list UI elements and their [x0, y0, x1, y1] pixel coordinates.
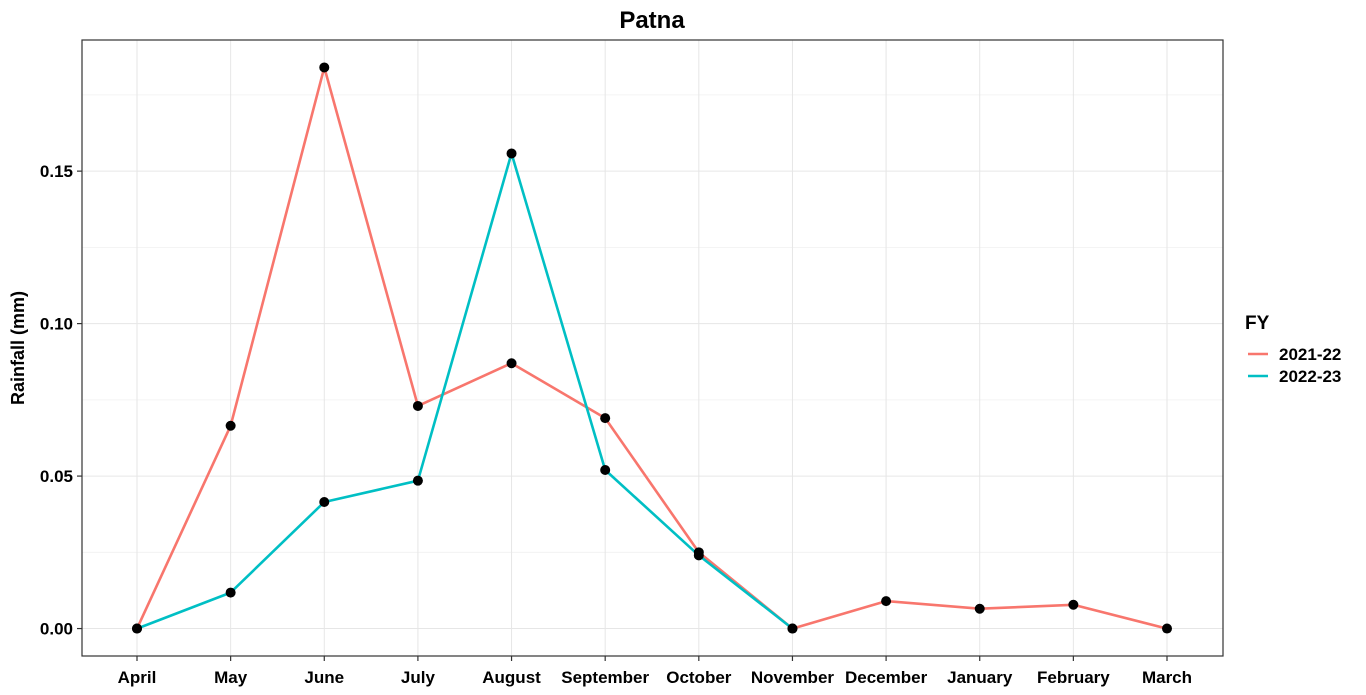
- y-tick-label: 0.15: [40, 162, 73, 181]
- grid-lines: [82, 40, 1223, 656]
- chart-title: Patna: [619, 7, 685, 34]
- series-line-2021-22: [135, 66, 1168, 630]
- data-point: [974, 603, 985, 614]
- data-point: [881, 596, 892, 607]
- data-point: [1162, 623, 1172, 634]
- series-line-2022-23: [136, 152, 794, 630]
- x-tick-label: March: [1142, 668, 1192, 687]
- data-point: [506, 358, 517, 369]
- x-tick-label: November: [751, 668, 835, 687]
- data-point: [412, 400, 423, 411]
- data-points: [132, 62, 1172, 634]
- x-axis: April May June July August September October No…: [118, 656, 1192, 687]
- y-tick-label: 0.10: [40, 315, 73, 334]
- legend-label: 2021-22: [1279, 345, 1341, 364]
- x-tick-label: January: [947, 668, 1013, 687]
- x-tick-label: June: [304, 668, 344, 687]
- data-point: [1068, 599, 1079, 610]
- legend: FY 2021-22 2022-23: [1245, 313, 1341, 386]
- x-tick-label: September: [561, 668, 649, 687]
- data-point: [225, 420, 236, 431]
- data-point: [693, 550, 704, 561]
- legend-title: FY: [1245, 313, 1270, 334]
- data-point: [132, 623, 142, 634]
- data-point: [600, 464, 611, 475]
- x-tick-label: July: [401, 668, 436, 687]
- x-tick-label: May: [214, 668, 248, 687]
- data-point: [412, 475, 423, 486]
- x-tick-label: December: [845, 668, 928, 687]
- x-tick-label: April: [118, 668, 157, 687]
- legend-label: 2022-23: [1279, 367, 1341, 386]
- data-point: [225, 587, 236, 598]
- data-point: [600, 413, 611, 424]
- data-point: [319, 497, 330, 507]
- y-tick-label: 0.05: [40, 467, 73, 486]
- plot-panel-border: [81, 39, 1224, 657]
- y-axis-title: Rainfall (mm): [8, 291, 28, 405]
- data-point: [506, 148, 517, 159]
- y-tick-label: 0.00: [40, 620, 73, 639]
- y-axis: 0.00 0.05 0.10 0.15: [40, 162, 82, 639]
- data-point: [787, 623, 798, 634]
- series-lines: [135, 66, 1168, 630]
- x-tick-label: February: [1037, 668, 1110, 687]
- data-point: [319, 62, 330, 73]
- x-tick-label: October: [666, 668, 732, 687]
- x-tick-label: August: [482, 668, 541, 687]
